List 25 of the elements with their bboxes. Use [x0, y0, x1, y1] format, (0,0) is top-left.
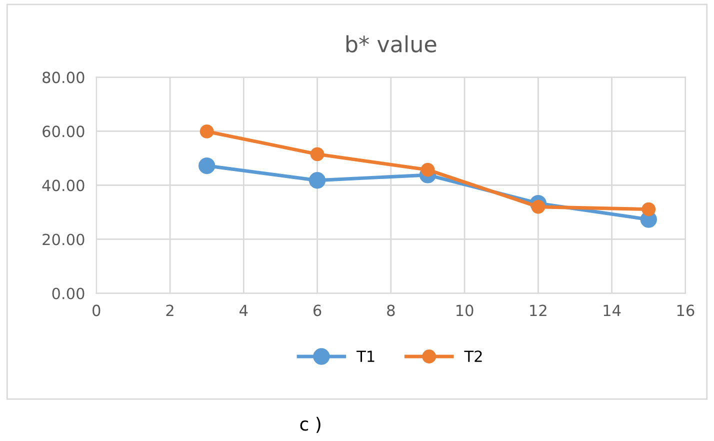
x-tick-label: 2: [166, 304, 174, 316]
chart-title: b* value: [346, 35, 436, 52]
y-tick-label: 80.00: [42, 72, 84, 84]
point: [420, 162, 435, 177]
text: c ): [300, 416, 320, 433]
point: [198, 157, 216, 174]
x-tick-label: 12: [530, 304, 546, 316]
x-tick-label: 0: [92, 304, 100, 316]
x-tick-label: 4: [240, 304, 248, 316]
y-tick-label: 0.00: [52, 288, 84, 300]
point: [310, 147, 324, 162]
y-tick-label: 40.00: [42, 180, 84, 192]
x-tick-label: 6: [313, 304, 322, 316]
point: [200, 124, 214, 138]
y-tick-label: 60.00: [42, 126, 84, 138]
x-tick-label: 10: [456, 304, 474, 316]
point: [531, 200, 546, 214]
point: [642, 202, 656, 216]
legend-label: T1: [356, 350, 374, 362]
y-tick-label: 20.00: [42, 234, 84, 246]
legend-label: T2: [464, 350, 482, 362]
x-tick-label: 8: [387, 304, 395, 316]
x-tick-label: 14: [604, 304, 621, 316]
point: [308, 172, 326, 189]
x-tick-label: 16: [677, 304, 694, 316]
